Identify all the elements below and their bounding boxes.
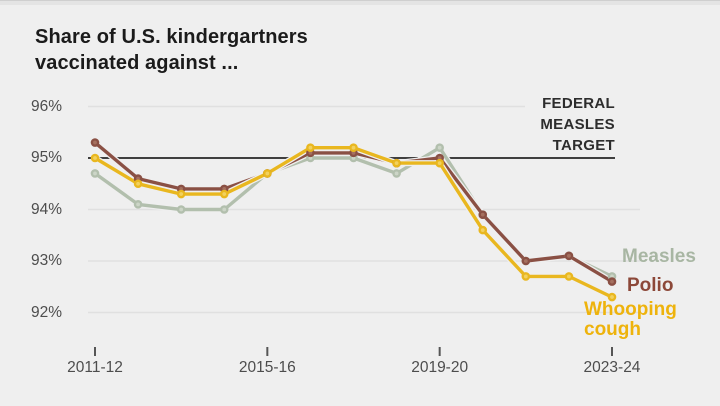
- data-point-polio-2020-21: [478, 210, 488, 219]
- data-point-whooping-cough-2017-18: [349, 143, 358, 152]
- legend-label-measles: Measles: [622, 246, 696, 267]
- data-point-whooping-cough-2023-24: [607, 292, 617, 302]
- data-point-whooping-cough-2022-23: [564, 272, 574, 281]
- data-point-polio-2023-24: [607, 277, 617, 286]
- data-point-whooping-cough-2014-15: [219, 189, 229, 199]
- federal-measles-target-label: FEDERAL MEASLES TARGET: [540, 95, 615, 154]
- data-point-measles-2013-14: [176, 205, 186, 214]
- series-casing-whooping-cough: [92, 144, 615, 301]
- data-point-whooping-cough-2012-13: [133, 179, 143, 189]
- data-point-whooping-cough-2018-19: [392, 158, 401, 168]
- data-point-whooping-cough-2016-17: [306, 143, 315, 152]
- data-point-whooping-cough-2020-21: [478, 225, 488, 235]
- x-axis-label-2015-16: 2015-16: [238, 359, 296, 376]
- data-point-polio-2022-23: [564, 251, 574, 261]
- legend-label-polio: Polio: [627, 275, 674, 296]
- chart-title-line1: Share of U.S. kindergartners: [35, 26, 308, 48]
- data-point-whooping-cough-2011-12: [90, 153, 100, 163]
- y-axis-label-94: 94%: [30, 200, 62, 218]
- legend-label-whooping-cough: Whooping cough: [584, 299, 677, 340]
- data-point-whooping-cough-2019-20: [435, 158, 444, 168]
- x-axis-label-2023-24: 2023-24: [583, 359, 641, 376]
- top-edge-strip: [0, 0, 720, 5]
- data-point-measles-2018-19: [392, 169, 401, 178]
- data-point-measles-2011-12: [90, 169, 100, 178]
- data-point-measles-2014-15: [219, 205, 229, 214]
- chart-title-line2: vaccinated against ...: [35, 52, 239, 74]
- y-axis-label-96: 96%: [30, 97, 62, 115]
- data-point-whooping-cough-2015-16: [263, 169, 272, 178]
- data-point-whooping-cough-2013-14: [176, 189, 186, 199]
- data-point-whooping-cough-2021-22: [521, 272, 531, 281]
- data-point-measles-2012-13: [133, 200, 143, 209]
- chart-title: Share of U.S. kindergartners vaccinated …: [35, 24, 308, 76]
- x-axis-label-2019-20: 2019-20: [411, 359, 469, 376]
- data-point-measles-2019-20: [435, 143, 444, 152]
- data-point-polio-2021-22: [521, 256, 531, 266]
- data-point-polio-2011-12: [90, 138, 100, 147]
- x-axis-label-2011-12: 2011-12: [67, 359, 123, 376]
- y-axis-label-92: 92%: [30, 303, 62, 321]
- y-axis-label-95: 95%: [30, 149, 62, 166]
- y-axis-label-93: 93%: [30, 252, 62, 269]
